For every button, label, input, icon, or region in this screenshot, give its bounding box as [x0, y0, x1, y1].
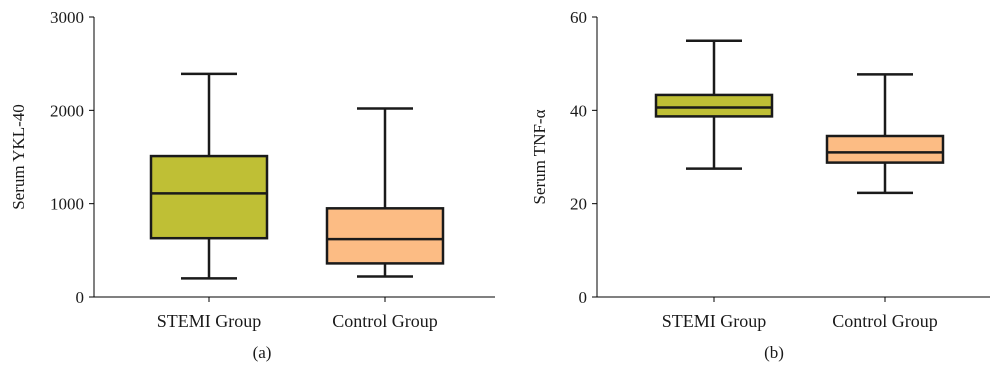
chart-panel-a: 0 1000 2000 3000 Serum YKL-40 STEMI Group Cont… [9, 8, 495, 362]
y-tick-label: 60 [570, 8, 587, 27]
box-plot-stemi [654, 39, 774, 170]
iqr-box [325, 207, 445, 265]
x-tick-label: STEMI Group [157, 311, 262, 331]
box-plot-stemi [149, 72, 269, 280]
y-tick-label: 0 [579, 288, 588, 307]
y-tick-label: 0 [76, 288, 85, 307]
y-tick-label: 20 [570, 195, 587, 214]
y-tick-label: 2000 [50, 101, 84, 120]
panel-label: (a) [253, 343, 272, 362]
panel-label: (b) [764, 343, 784, 362]
chart-panel-b: 0 20 40 60 Serum TNF-α STEMI Group Control Gro… [530, 8, 990, 362]
box-plot-control [325, 107, 445, 278]
y-tick-label: 1000 [50, 195, 84, 214]
iqr-box [654, 93, 774, 118]
x-tick-label: Control Group [332, 311, 438, 331]
x-tick-label: STEMI Group [662, 311, 767, 331]
iqr-box [149, 154, 269, 240]
y-tick-label: 40 [570, 101, 587, 120]
y-tick-label: 3000 [50, 8, 84, 27]
y-axis-label: Serum TNF-α [530, 109, 549, 204]
y-axis-label: Serum YKL-40 [9, 104, 28, 210]
box-plot-control [825, 73, 945, 195]
x-tick-label: Control Group [832, 311, 938, 331]
iqr-box [825, 134, 945, 164]
